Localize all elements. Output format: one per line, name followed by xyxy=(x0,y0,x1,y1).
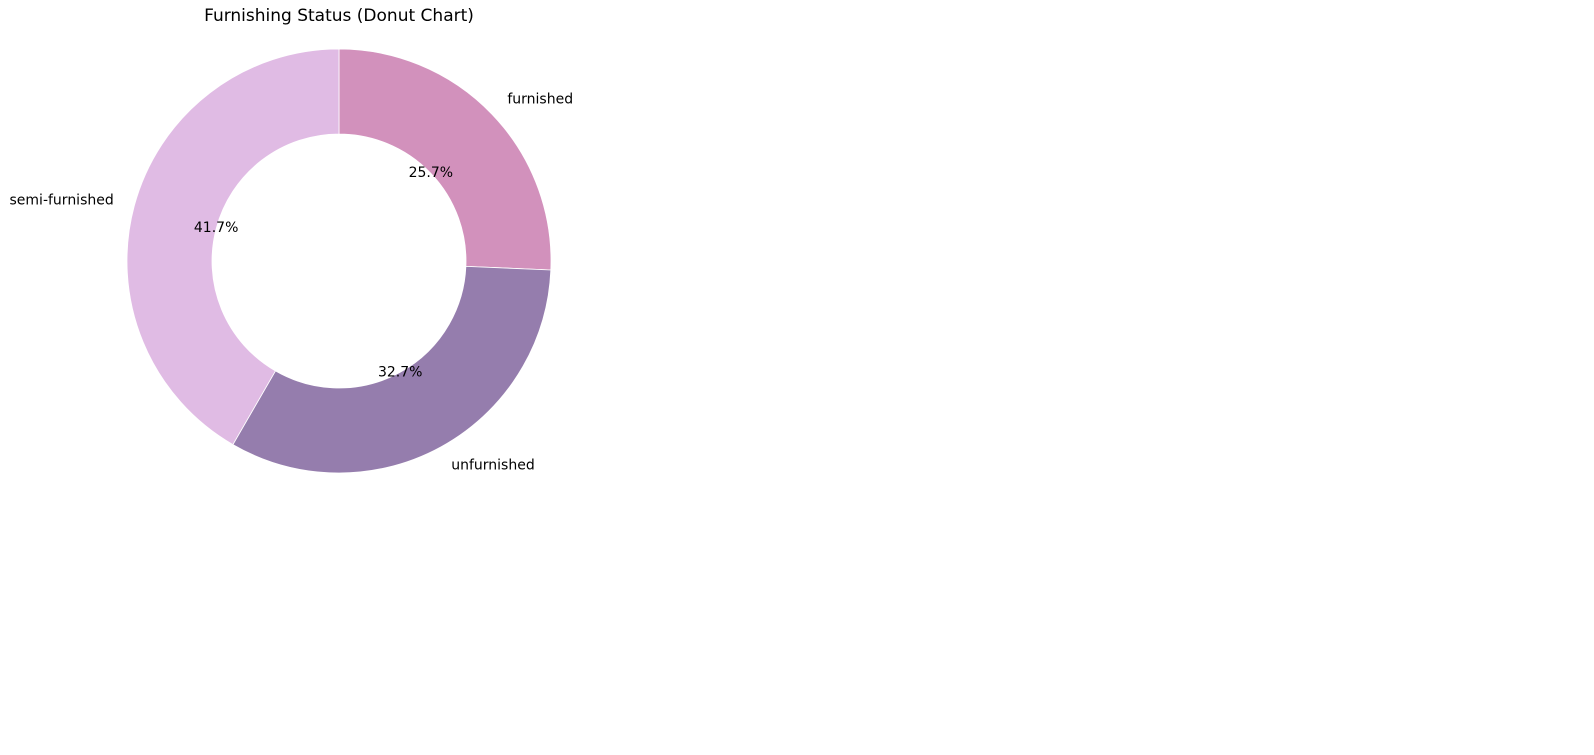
donut-labels: furnished 25.7% unfurnished 32.7% semi-furni… xyxy=(10,92,574,474)
slice-percent-semi-furnished: 41.7% xyxy=(194,220,238,236)
slice-percent-furnished: 25.7% xyxy=(409,165,453,181)
donut-slice-semi-furnished xyxy=(126,48,340,446)
donut-slice-furnished xyxy=(338,48,552,271)
chart-title: Furnishing Status (Donut Chart) xyxy=(204,6,474,26)
donut-slice-unfurnished xyxy=(232,265,552,474)
slice-percent-unfurnished: 32.7% xyxy=(378,364,422,380)
slice-label-unfurnished: unfurnished xyxy=(451,457,534,473)
slice-label-semi-furnished: semi-furnished xyxy=(10,193,114,209)
donut-slices xyxy=(126,48,552,474)
slice-label-furnished: furnished xyxy=(507,92,573,108)
